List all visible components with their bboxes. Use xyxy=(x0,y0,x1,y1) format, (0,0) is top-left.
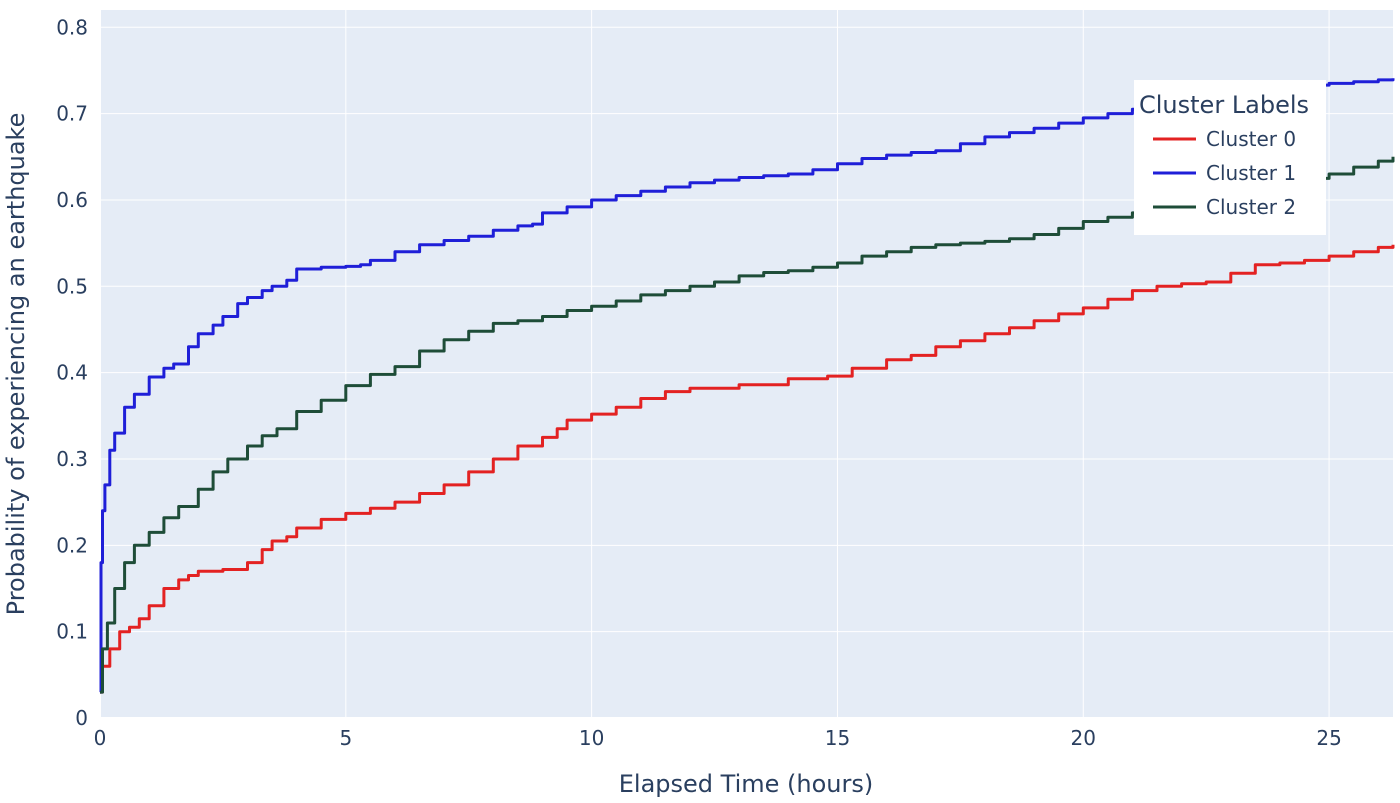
grid xyxy=(99,10,1393,719)
y-tick-label: 0.1 xyxy=(56,620,88,644)
x-tick-label: 0 xyxy=(94,726,107,750)
x-tick-label: 25 xyxy=(1316,726,1341,750)
legend-label: Cluster 1 xyxy=(1206,161,1296,185)
x-tick-label: 10 xyxy=(579,726,604,750)
legend[interactable]: Cluster Labels Cluster 0 Cluster 1 Cluster… xyxy=(1134,80,1326,235)
legend-title: Cluster Labels xyxy=(1139,91,1309,119)
tick-labels: 0 0.1 0.2 0.3 0.4 0.5 0.6 0.7 0.8 0 5 10 15 20 25 xyxy=(56,15,1342,750)
legend-label: Cluster 2 xyxy=(1206,195,1296,219)
y-tick-label: 0.3 xyxy=(56,447,88,471)
y-tick-label: 0.8 xyxy=(56,15,88,39)
y-tick-label: 0.2 xyxy=(56,533,88,557)
y-tick-label: 0.6 xyxy=(56,188,88,212)
x-tick-label: 20 xyxy=(1071,726,1096,750)
y-tick-label: 0.7 xyxy=(56,102,88,126)
y-tick-label: 0 xyxy=(75,706,88,730)
y-tick-label: 0.5 xyxy=(56,274,88,298)
legend-item-cluster-1[interactable]: Cluster 1 xyxy=(1153,161,1296,185)
x-tick-label: 5 xyxy=(339,726,352,750)
x-axis-title: Elapsed Time (hours) xyxy=(619,770,873,798)
legend-box xyxy=(1134,80,1326,235)
x-tick-label: 15 xyxy=(825,726,850,750)
series-line-cluster-0 xyxy=(100,244,1395,694)
y-tick-label: 0.4 xyxy=(56,361,88,385)
y-axis-title: Probability of experiencing an earthquak… xyxy=(2,113,30,616)
series-line-cluster-1 xyxy=(99,78,1395,694)
legend-item-cluster-2[interactable]: Cluster 2 xyxy=(1153,195,1296,219)
legend-item-cluster-0[interactable]: Cluster 0 xyxy=(1153,127,1296,151)
legend-label: Cluster 0 xyxy=(1206,127,1296,151)
